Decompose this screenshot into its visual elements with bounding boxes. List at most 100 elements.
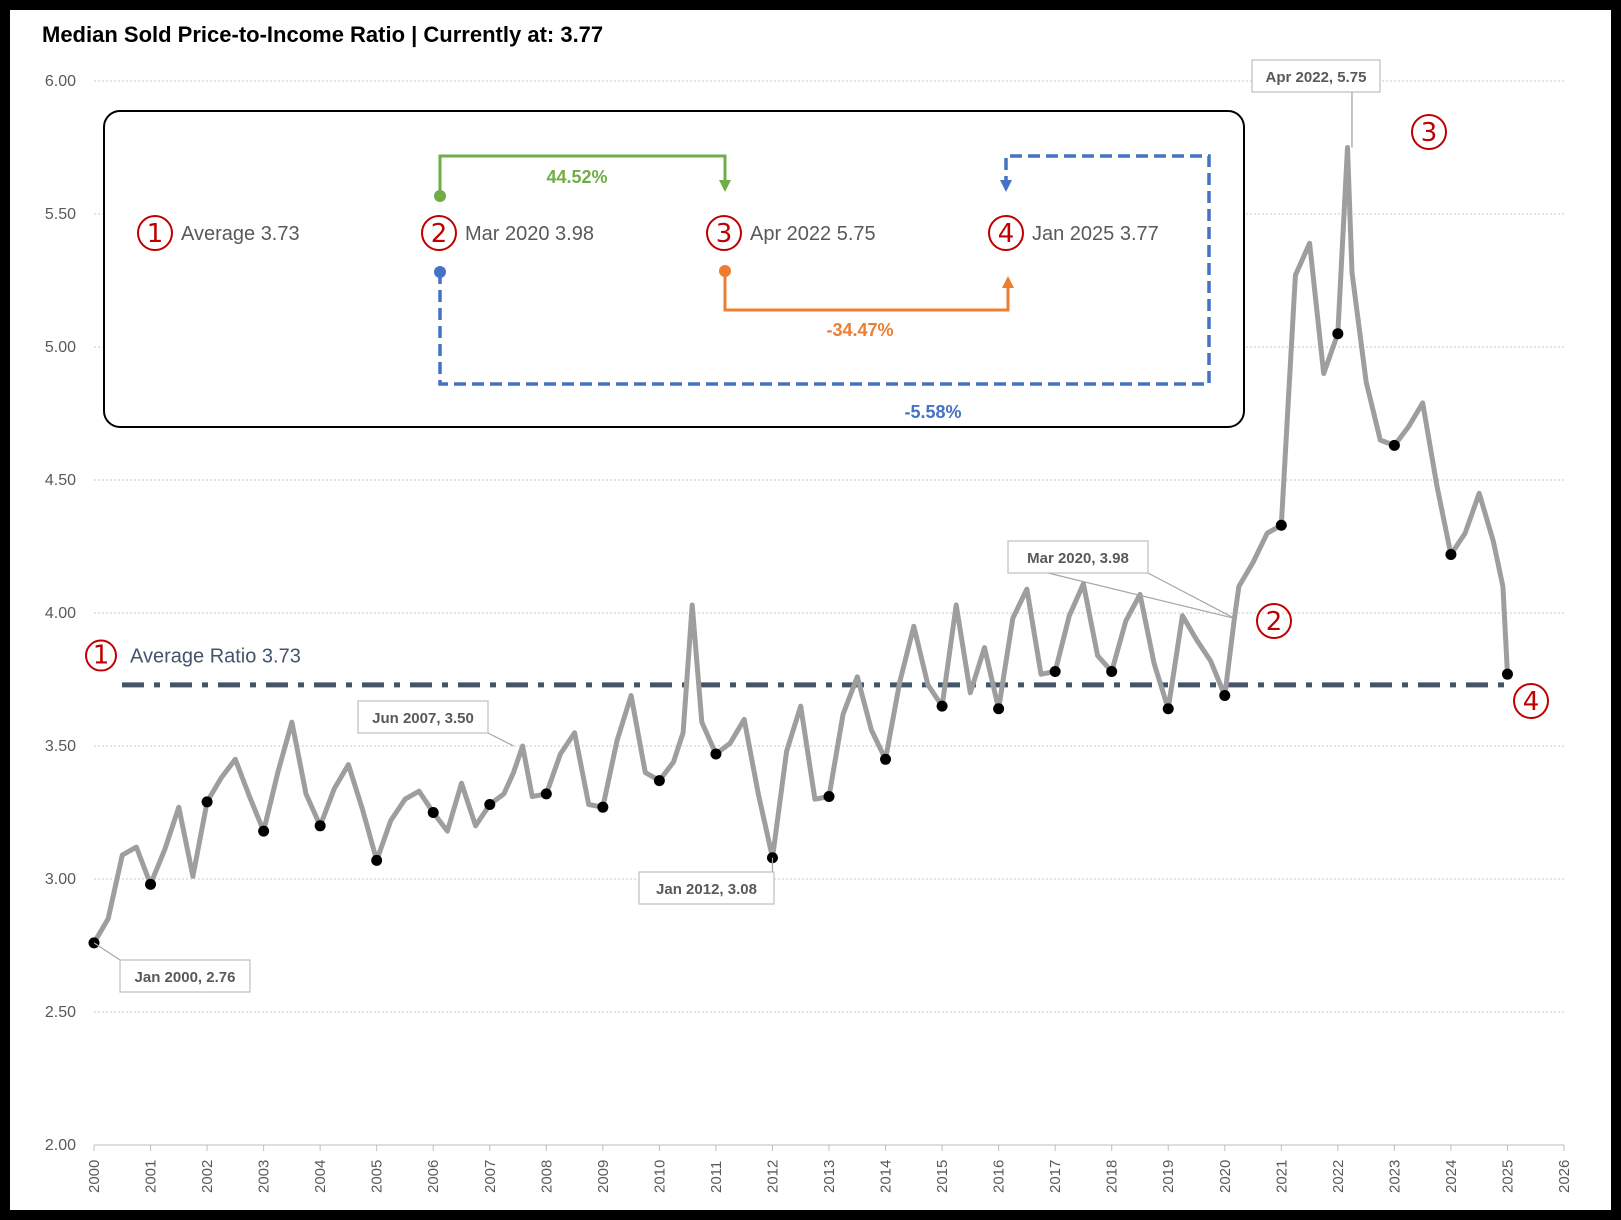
data-point-dot	[145, 878, 157, 890]
x-tick-label: 2022	[1330, 1160, 1347, 1193]
average-ratio-label: Average Ratio 3.73	[130, 646, 301, 668]
data-point-dot	[314, 820, 326, 832]
x-tick-label: 2025	[1499, 1160, 1516, 1193]
dot-markers	[88, 328, 1513, 949]
data-point-dot	[371, 854, 383, 866]
summary-item-marker	[421, 215, 457, 251]
callout-leader	[1147, 572, 1235, 619]
x-tick-label: 2004	[312, 1160, 329, 1193]
change-percent-decrease: -34.47%	[826, 320, 893, 340]
summary-item-label: Apr 2022 5.75	[750, 223, 876, 245]
average-marker-circle	[85, 639, 117, 672]
summary-item-number: 4	[998, 219, 1015, 249]
x-tick-label: 2013	[821, 1160, 838, 1193]
y-tick-label: 6.00	[45, 73, 76, 90]
series-layer	[91, 145, 1510, 946]
callout-box	[1007, 540, 1149, 574]
data-point-dot	[1106, 666, 1118, 678]
summary-item-number: 3	[716, 219, 733, 249]
summary-item-number: 2	[431, 219, 448, 249]
x-tick-label: 2001	[143, 1160, 160, 1193]
x-tick-label: 2003	[256, 1160, 273, 1193]
point-marker-circle	[1411, 114, 1447, 150]
point-marker-number: 3	[1421, 118, 1438, 148]
x-tick-label: 2015	[934, 1160, 951, 1193]
summary-item-number: 1	[147, 219, 164, 249]
callout-label: Apr 2022, 5.75	[1266, 69, 1367, 86]
x-tick-label: 2021	[1273, 1160, 1290, 1193]
y-tick-label: 3.00	[45, 871, 76, 888]
x-tick-label: 2010	[651, 1160, 668, 1193]
x-tick-label: 2008	[538, 1160, 555, 1193]
x-tick-label: 2005	[369, 1160, 386, 1193]
change-arrow-increase	[438, 154, 731, 196]
callout-box	[1251, 59, 1381, 93]
data-point-dot	[880, 753, 892, 765]
data-point-dot	[597, 801, 609, 813]
data-point-dot	[1275, 519, 1287, 531]
y-tick-label: 2.50	[45, 1004, 76, 1021]
change-arrow-decrease	[723, 271, 1014, 312]
y-tick-label: 4.50	[45, 472, 76, 489]
callout-box	[119, 959, 251, 993]
callout-label: Jan 2012, 3.08	[656, 881, 757, 898]
summary-item-label: Jan 2025 3.77	[1032, 223, 1159, 245]
data-point-dot	[1388, 439, 1400, 451]
callout-label: Mar 2020, 3.98	[1027, 550, 1129, 567]
data-point-dot	[1219, 689, 1231, 701]
data-point-dot	[540, 788, 552, 800]
series-line	[91, 145, 1510, 946]
point-markers: 2 3 4	[1256, 114, 1549, 719]
data-point-dot	[1501, 668, 1513, 680]
data-point-dot	[710, 748, 722, 760]
point-marker-number: 2	[1266, 607, 1283, 637]
callout-leader	[1047, 572, 1235, 619]
point-marker-number: 4	[1523, 687, 1540, 717]
point-marker-circle	[1513, 683, 1549, 719]
x-tick-label: 2012	[764, 1160, 781, 1193]
callout-label: Jan 2000, 2.76	[135, 969, 236, 986]
data-point-dot	[1445, 548, 1457, 560]
data-point-dot	[201, 796, 213, 808]
y-axis-ticks: 2.00 2.50 3.00 3.50 4.00 4.50 5.00 5.50 6.00	[45, 73, 76, 1154]
x-tick-label: 2019	[1160, 1160, 1177, 1193]
change-arrow-overall	[438, 154, 1211, 386]
x-tick-label: 2006	[425, 1160, 442, 1193]
summary-item-label: Mar 2020 3.98	[465, 223, 594, 245]
change-percent-increase: 44.52%	[546, 167, 607, 187]
callout-leader	[487, 732, 514, 747]
summary-box-frame	[103, 110, 1245, 428]
x-tick-label: 2016	[991, 1160, 1008, 1193]
x-tick-label: 2002	[199, 1160, 216, 1193]
x-axis-ticks: 2000 2001 2002 2003 2004 2005 2006 2007 2008 2009…	[86, 1145, 1573, 1193]
x-tick-label: 2017	[1047, 1160, 1064, 1193]
data-point-dot	[936, 700, 948, 712]
y-tick-label: 3.50	[45, 738, 76, 755]
x-tick-label: 2023	[1386, 1160, 1403, 1193]
summary-item-marker	[706, 215, 742, 251]
y-tick-label: 5.00	[45, 339, 76, 356]
callout-label: Jun 2007, 3.50	[372, 710, 474, 727]
callout-box	[357, 700, 489, 734]
point-marker-circle	[1256, 603, 1292, 639]
data-point-dot	[1332, 328, 1344, 340]
x-tick-label: 2020	[1217, 1160, 1234, 1193]
x-tick-label: 2018	[1104, 1160, 1121, 1193]
summary-item-marker	[988, 215, 1024, 251]
average-line: 1 Average Ratio 3.73	[85, 639, 1508, 688]
y-tick-label: 2.00	[45, 1137, 76, 1154]
x-tick-label: 2014	[878, 1160, 895, 1193]
x-tick-label: 2026	[1556, 1160, 1573, 1193]
average-marker-number: 1	[93, 641, 110, 671]
chart-title: Median Sold Price-to-Income Ratio | Curr…	[42, 22, 603, 47]
callouts: Jan 2000, 2.76 Jun 2007, 3.50 Jan 2012, 3.…	[93, 59, 1381, 993]
y-tick-label: 4.00	[45, 605, 76, 622]
summary-item-label: Average 3.73	[181, 223, 300, 245]
x-tick-label: 2000	[86, 1160, 103, 1193]
x-tick-label: 2007	[482, 1160, 499, 1193]
summary-item-marker	[137, 215, 173, 251]
data-point-dot	[258, 825, 270, 837]
callout-leader	[93, 942, 121, 961]
x-tick-label: 2011	[708, 1161, 725, 1193]
